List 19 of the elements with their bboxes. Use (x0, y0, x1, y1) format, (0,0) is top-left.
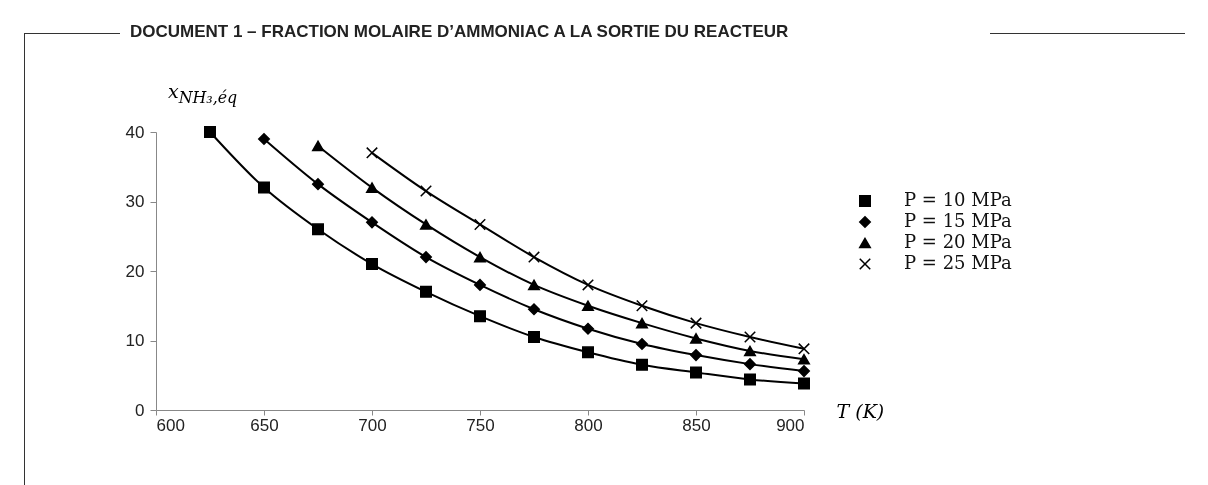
x-axis-title: T (K) (836, 399, 885, 422)
y-tick-label: 20 (125, 261, 145, 281)
x-tick-label: 850 (682, 415, 711, 435)
y-tick-label: 30 (125, 192, 145, 211)
x-tick-label: 750 (466, 415, 495, 435)
y-tick-label: 10 (125, 331, 145, 350)
chart-title: DOCUMENT 1 – FRACTION MOLAIRE D’AMMONIAC A LA SORTIE DU REACTEUR (130, 22, 789, 42)
x-tick-label: 700 (358, 415, 387, 435)
y-tick-label: 0 (135, 400, 145, 420)
legend-label: P = 15 MPa (904, 210, 1012, 231)
x-tick-label: 800 (574, 415, 603, 435)
legend-label: P = 25 MPa (904, 252, 1012, 273)
legend-label: P = 20 MPa (904, 231, 1012, 252)
y-axis-title: x$_{NH₃,éq}$ (168, 80, 238, 107)
legend-label: P = 10 MPa (904, 189, 1012, 210)
x-tick-label: 600 (156, 415, 185, 435)
x-tick-label: 900 (776, 415, 805, 435)
x-tick-label: 650 (250, 415, 279, 435)
y-tick-label: 40 (125, 122, 145, 142)
